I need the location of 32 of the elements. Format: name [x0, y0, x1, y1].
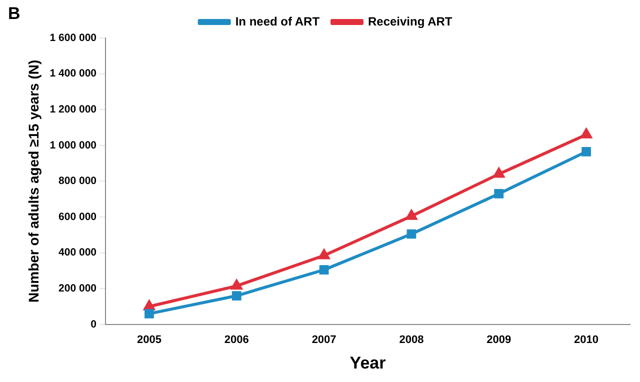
y-tick-label: 1 200 000: [50, 103, 97, 116]
y-tick-label: 400 000: [58, 246, 97, 259]
point: [232, 291, 242, 300]
y-tick-label: 800 000: [58, 175, 97, 188]
y-tick-label: 1 400 000: [50, 68, 97, 80]
legend-label: Receiving ART: [368, 14, 453, 28]
y-tick-label: 600 000: [58, 210, 97, 223]
x-tick-label: 2006: [224, 334, 249, 346]
legend-label: In need of ART: [235, 14, 320, 28]
point: [580, 128, 592, 138]
x-tick-label: 2008: [399, 334, 424, 346]
chart-title: B: [8, 4, 20, 24]
point: [318, 249, 330, 260]
x-tick-label: 2009: [486, 334, 512, 346]
y-axis-title: Number of adults aged ≥15 years (N): [25, 60, 42, 303]
point: [144, 300, 155, 310]
point: [494, 189, 504, 198]
y-tick-label: 1 000 000: [50, 139, 97, 152]
point: [319, 265, 329, 274]
x-tick-label: 2005: [136, 334, 162, 346]
x-tick-label: 2010: [574, 334, 599, 346]
x-tick-label: 2007: [312, 334, 336, 346]
point: [582, 146, 591, 156]
y-tick-label: 200 000: [58, 282, 97, 294]
point: [144, 308, 154, 318]
point: [406, 229, 416, 239]
point: [493, 168, 504, 178]
point: [406, 210, 417, 220]
y-tick-label: 0: [90, 318, 97, 330]
y-tick-label: 1 600 000: [50, 32, 97, 44]
point: [231, 280, 242, 290]
x-axis-title: Year: [350, 353, 386, 372]
